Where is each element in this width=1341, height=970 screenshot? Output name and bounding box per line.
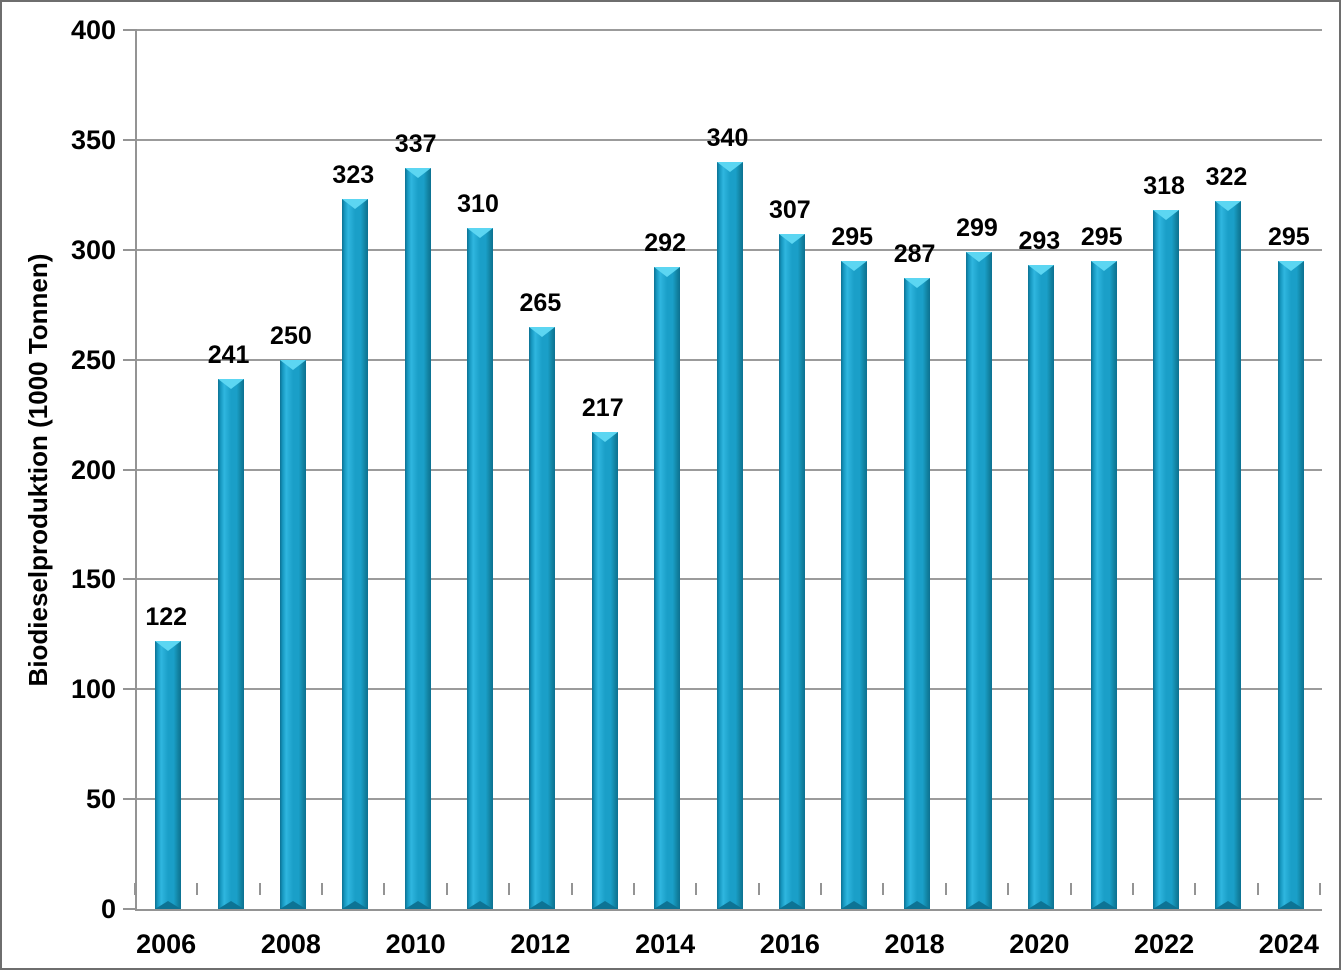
bar-2020 [1028, 265, 1055, 909]
bar-value-label-2021: 295 [1080, 222, 1123, 251]
x-axis-tick-7 [570, 883, 573, 895]
y-tick-label-0: 0 [100, 894, 116, 924]
x-tick-label-2010: 2010 [385, 929, 446, 959]
bar-2023 [1215, 201, 1242, 909]
bar-value-label-2023: 322 [1205, 163, 1248, 192]
bar-value-label-2022: 318 [1143, 172, 1185, 201]
x-axis-tick-2 [258, 883, 261, 895]
bar-2018 [903, 278, 930, 909]
y-axis-tick-100 [123, 688, 137, 691]
bar-2024 [1277, 260, 1304, 910]
y-axis-tick-250 [123, 358, 137, 361]
bar-2006 [155, 640, 182, 910]
bar-value-label-2006: 122 [145, 602, 188, 631]
x-tick-label-2016: 2016 [759, 929, 820, 959]
plot-area [123, 29, 1322, 911]
y-tick-label-350: 350 [70, 124, 116, 155]
y-tick-label-400: 400 [70, 15, 116, 45]
bar-2014 [654, 267, 681, 909]
bar-2022 [1153, 210, 1180, 909]
y-axis-tick-200 [123, 468, 137, 471]
bar-value-label-2007: 241 [207, 341, 250, 370]
bar-2010 [404, 168, 431, 909]
x-axis-tick-0 [134, 883, 136, 895]
x-axis-tick-16 [1131, 883, 1134, 895]
x-tick-label-2020: 2020 [1009, 929, 1070, 959]
x-tick-label-2018: 2018 [884, 929, 945, 959]
bar-value-label-2019: 299 [956, 213, 998, 242]
bar-2009 [342, 199, 369, 909]
bar-value-label-2017: 295 [831, 222, 874, 251]
bar-value-label-2014: 292 [644, 229, 686, 258]
bar-value-label-2008: 250 [270, 321, 312, 350]
gridline-y-350 [137, 138, 1322, 141]
y-tick-label-50: 50 [85, 784, 116, 815]
bar-value-label-2010: 337 [394, 130, 437, 159]
x-axis-tick-1 [196, 883, 199, 895]
bar-value-label-2013: 217 [581, 394, 624, 423]
x-axis-tick-11 [820, 883, 823, 895]
bar-2011 [467, 227, 494, 910]
y-tick-label-100: 100 [70, 674, 116, 705]
x-axis-tick-12 [882, 883, 885, 895]
bar-value-label-2016: 307 [769, 196, 811, 225]
x-axis-tick-5 [445, 883, 448, 895]
bar-value-label-2018: 287 [893, 240, 936, 269]
bar-2021 [1090, 260, 1117, 910]
gridline-y-400 [137, 29, 1322, 31]
x-axis-tick-15 [1069, 883, 1072, 895]
x-axis-tick-9 [695, 883, 698, 895]
y-axis-tick-0 [123, 908, 137, 910]
bar-2013 [591, 432, 618, 909]
bar-2012 [529, 326, 556, 910]
x-axis-tick-6 [508, 883, 511, 895]
bar-2008 [279, 359, 306, 910]
bar-value-label-2009: 323 [332, 161, 375, 190]
x-axis-tick-4 [383, 883, 386, 895]
y-axis-tick-300 [123, 248, 137, 251]
x-axis-tick-17 [1194, 883, 1197, 895]
bar-value-label-2011: 310 [457, 189, 499, 218]
x-tick-label-2014: 2014 [635, 929, 696, 959]
y-tick-label-300: 300 [70, 234, 116, 265]
x-tick-label-2006: 2006 [136, 929, 197, 959]
y-axis-tick-150 [123, 578, 137, 581]
bar-2016 [778, 234, 805, 909]
x-tick-label-2022: 2022 [1134, 929, 1195, 959]
y-axis-tick-50 [123, 798, 137, 801]
x-axis-tick-10 [757, 883, 760, 895]
x-axis-tick-14 [1007, 883, 1010, 895]
bar-value-label-2015: 340 [706, 123, 749, 152]
x-tick-label-2008: 2008 [260, 929, 321, 959]
bar-2017 [841, 260, 868, 910]
bar-value-label-2012: 265 [519, 288, 562, 317]
y-tick-label-200: 200 [70, 454, 116, 485]
bar-value-label-2020: 293 [1018, 227, 1061, 256]
bar-value-label-2024: 295 [1267, 222, 1310, 251]
x-axis-tick-13 [944, 883, 947, 895]
x-axis-tick-3 [321, 883, 324, 895]
y-axis-tick-350 [123, 138, 137, 141]
x-axis-tick-8 [632, 883, 635, 895]
x-tick-label-2012: 2012 [510, 929, 571, 959]
x-tick-label-2024: 2024 [1258, 929, 1319, 959]
y-tick-label-250: 250 [70, 344, 116, 375]
x-axis-tick-18 [1256, 883, 1259, 895]
y-tick-label-150: 150 [70, 564, 116, 595]
bar-2015 [716, 161, 743, 910]
x-axis-tick-19 [1319, 883, 1321, 895]
bar-2007 [217, 379, 244, 909]
bar-2019 [965, 251, 992, 910]
y-axis-tick-400 [123, 29, 137, 31]
